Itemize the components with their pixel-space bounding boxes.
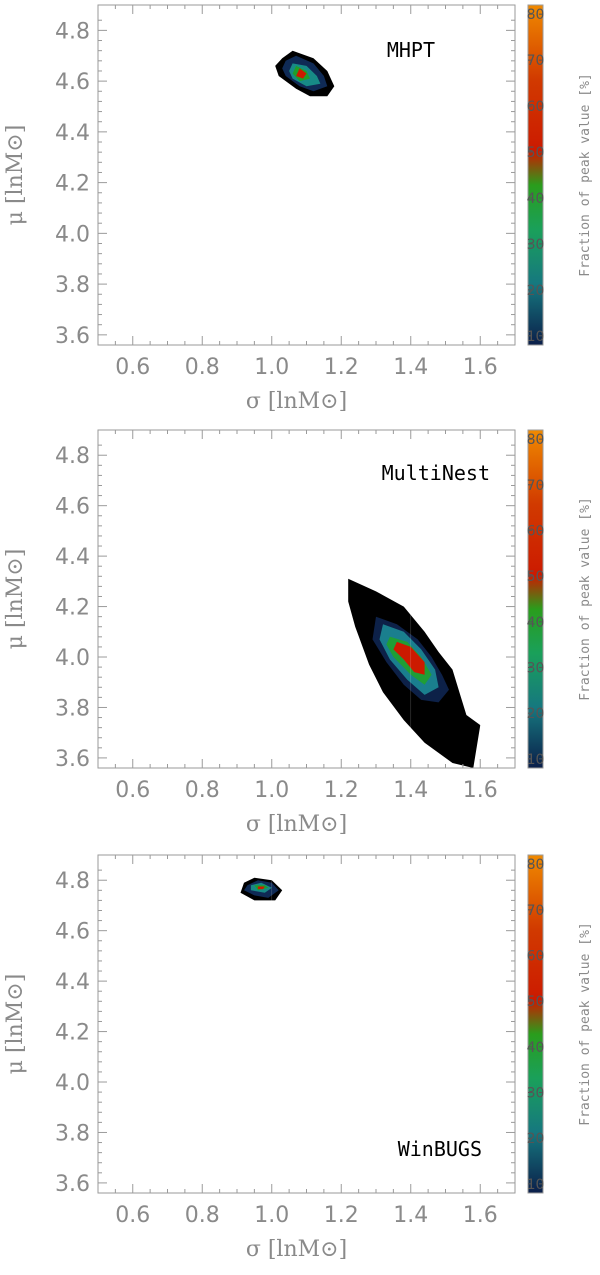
- colorbar-label: Fraction of peak value [%]: [578, 497, 593, 701]
- y-tick-label: 3.6: [55, 1172, 90, 1197]
- chart-panel-1: 0.6 0.8 1.0 1.2 1.4 1.6 3.6 3.8 4.0 4.2 4.4 4.6 4.8 σ…: [3, 4, 593, 414]
- colorbar-tick-label: 30: [527, 661, 545, 677]
- y-tick-label: 4.6: [55, 920, 90, 945]
- chart-panel-2: 0.6 0.8 1.0 1.2 1.4 1.6 3.6 3.8 4.0 4.2 4.4 4.6 4.8 σ…: [3, 429, 593, 837]
- y-tick-label: 4.2: [55, 596, 90, 621]
- x-tick-label: 1.2: [324, 1203, 359, 1228]
- colorbar-tick-label: 20: [527, 706, 545, 722]
- colorbar-tick-label: 20: [527, 1131, 545, 1147]
- x-tick-label: 1.0: [254, 1203, 289, 1228]
- y-axis-label: μ [lnM⊙]: [3, 974, 28, 1075]
- colorbar-label: Fraction of peak value [%]: [578, 922, 593, 1126]
- colorbar-tick-label: 80: [527, 7, 545, 23]
- contour-grid: [132, 430, 481, 768]
- y-tick-label: 4.0: [55, 646, 90, 671]
- y-tick-label: 3.8: [55, 1121, 90, 1146]
- colorbar: [527, 429, 544, 769]
- x-axis-label: σ [lnM⊙]: [246, 389, 347, 414]
- y-tick-label: 4.2: [55, 1021, 90, 1046]
- colorbar-tick-label: 50: [527, 569, 545, 585]
- y-tick-label: 3.6: [55, 747, 90, 772]
- colorbar-tick-label: 40: [527, 615, 545, 631]
- x-axis-label: σ [lnM⊙]: [246, 1237, 347, 1262]
- plot-area: [98, 855, 515, 1193]
- chart-panel-3: 0.6 0.8 1.0 1.2 1.4 1.6 3.6 3.8 4.0 4.2 4.4 4.6 4.8 σ…: [3, 854, 593, 1262]
- x-tick-label: 1.4: [393, 355, 428, 380]
- x-tick-label: 0.6: [115, 778, 150, 803]
- colorbar-tick-label: 10: [527, 752, 545, 768]
- colorbar-tick-label: 40: [527, 1040, 545, 1056]
- x-tick-label: 0.8: [185, 778, 220, 803]
- colorbar-tick-label: 70: [527, 478, 545, 494]
- contour-grid: [132, 855, 481, 1193]
- colorbar-tick-label: 80: [527, 857, 545, 873]
- y-tick-label: 3.8: [55, 273, 90, 298]
- colorbar-tick-label: 50: [527, 994, 545, 1010]
- colorbar-tick-label: 30: [527, 1086, 545, 1102]
- contour-level-60: [296, 68, 307, 79]
- y-tick-label: 4.4: [55, 121, 90, 146]
- y-tick-label: 4.0: [55, 222, 90, 247]
- colorbar-tick-label: 10: [527, 329, 545, 345]
- contour-grid: [132, 5, 481, 345]
- colorbar-tick-label: 30: [527, 237, 545, 253]
- x-tick-label: 1.4: [393, 778, 428, 803]
- colorbar-tick-label: 10: [527, 1177, 545, 1193]
- x-tick-label: 1.6: [463, 1203, 498, 1228]
- x-tick-label: 1.6: [463, 778, 498, 803]
- y-tick-label: 4.6: [55, 70, 90, 95]
- y-axis-label: μ [lnM⊙]: [3, 549, 28, 650]
- colorbar-label: Fraction of peak value [%]: [578, 73, 593, 277]
- colorbar: [527, 4, 544, 346]
- colorbar-tick-label: 60: [527, 99, 545, 115]
- y-tick-label: 4.2: [55, 172, 90, 197]
- panel-label: MHPT: [387, 38, 435, 62]
- colorbar-tick-label: 50: [527, 145, 545, 161]
- x-axis-label: σ [lnM⊙]: [246, 812, 347, 837]
- colorbar-tick-label: 20: [527, 283, 545, 299]
- x-tick-label: 0.8: [185, 355, 220, 380]
- x-tick-label: 1.0: [254, 778, 289, 803]
- y-axis-label: μ [lnM⊙]: [3, 125, 28, 226]
- colorbar-tick-label: 60: [527, 523, 545, 539]
- colorbar-tick-label: 70: [527, 53, 545, 69]
- x-tick-label: 0.6: [115, 355, 150, 380]
- x-tick-label: 1.0: [254, 355, 289, 380]
- y-tick-label: 4.8: [55, 869, 90, 894]
- contour-level-60: [257, 886, 265, 890]
- y-tick-label: 4.4: [55, 545, 90, 570]
- x-tick-label: 0.6: [115, 1203, 150, 1228]
- y-tick-label: 4.0: [55, 1071, 90, 1096]
- contour-level-50: [393, 641, 425, 675]
- y-tick-label: 4.8: [55, 444, 90, 469]
- y-tick-label: 3.8: [55, 696, 90, 721]
- y-tick-label: 4.6: [55, 495, 90, 520]
- colorbar: [527, 854, 544, 1194]
- colorbar-tick-label: 70: [527, 903, 545, 919]
- y-tick-label: 3.6: [55, 324, 90, 349]
- x-tick-label: 1.2: [324, 778, 359, 803]
- panel-label: MultiNest: [382, 461, 490, 485]
- y-tick-label: 4.4: [55, 970, 90, 995]
- colorbar-tick-label: 40: [527, 191, 545, 207]
- colorbar-tick-label: 60: [527, 948, 545, 964]
- panel-label: WinBUGS: [398, 1137, 482, 1161]
- y-tick-label: 4.8: [55, 19, 90, 44]
- x-tick-label: 1.6: [463, 355, 498, 380]
- x-tick-label: 1.4: [393, 1203, 428, 1228]
- x-tick-label: 1.2: [324, 355, 359, 380]
- x-tick-label: 0.8: [185, 1203, 220, 1228]
- colorbar-tick-label: 80: [527, 432, 545, 448]
